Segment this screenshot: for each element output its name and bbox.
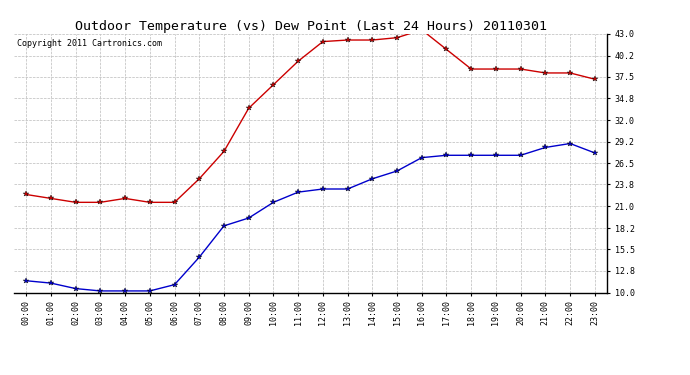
Text: Copyright 2011 Cartronics.com: Copyright 2011 Cartronics.com [17,39,161,48]
Title: Outdoor Temperature (vs) Dew Point (Last 24 Hours) 20110301: Outdoor Temperature (vs) Dew Point (Last… [75,20,546,33]
